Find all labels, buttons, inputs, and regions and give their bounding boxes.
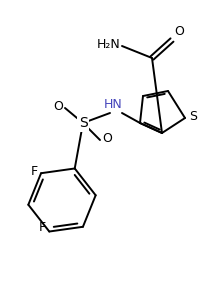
Text: F: F [31,165,38,178]
Text: O: O [53,101,63,113]
Text: O: O [174,25,184,38]
Text: HN: HN [104,98,122,111]
Text: F: F [39,221,46,234]
Text: S: S [189,111,197,124]
Text: H₂N: H₂N [96,39,120,52]
Text: S: S [79,116,87,130]
Text: O: O [102,132,112,145]
